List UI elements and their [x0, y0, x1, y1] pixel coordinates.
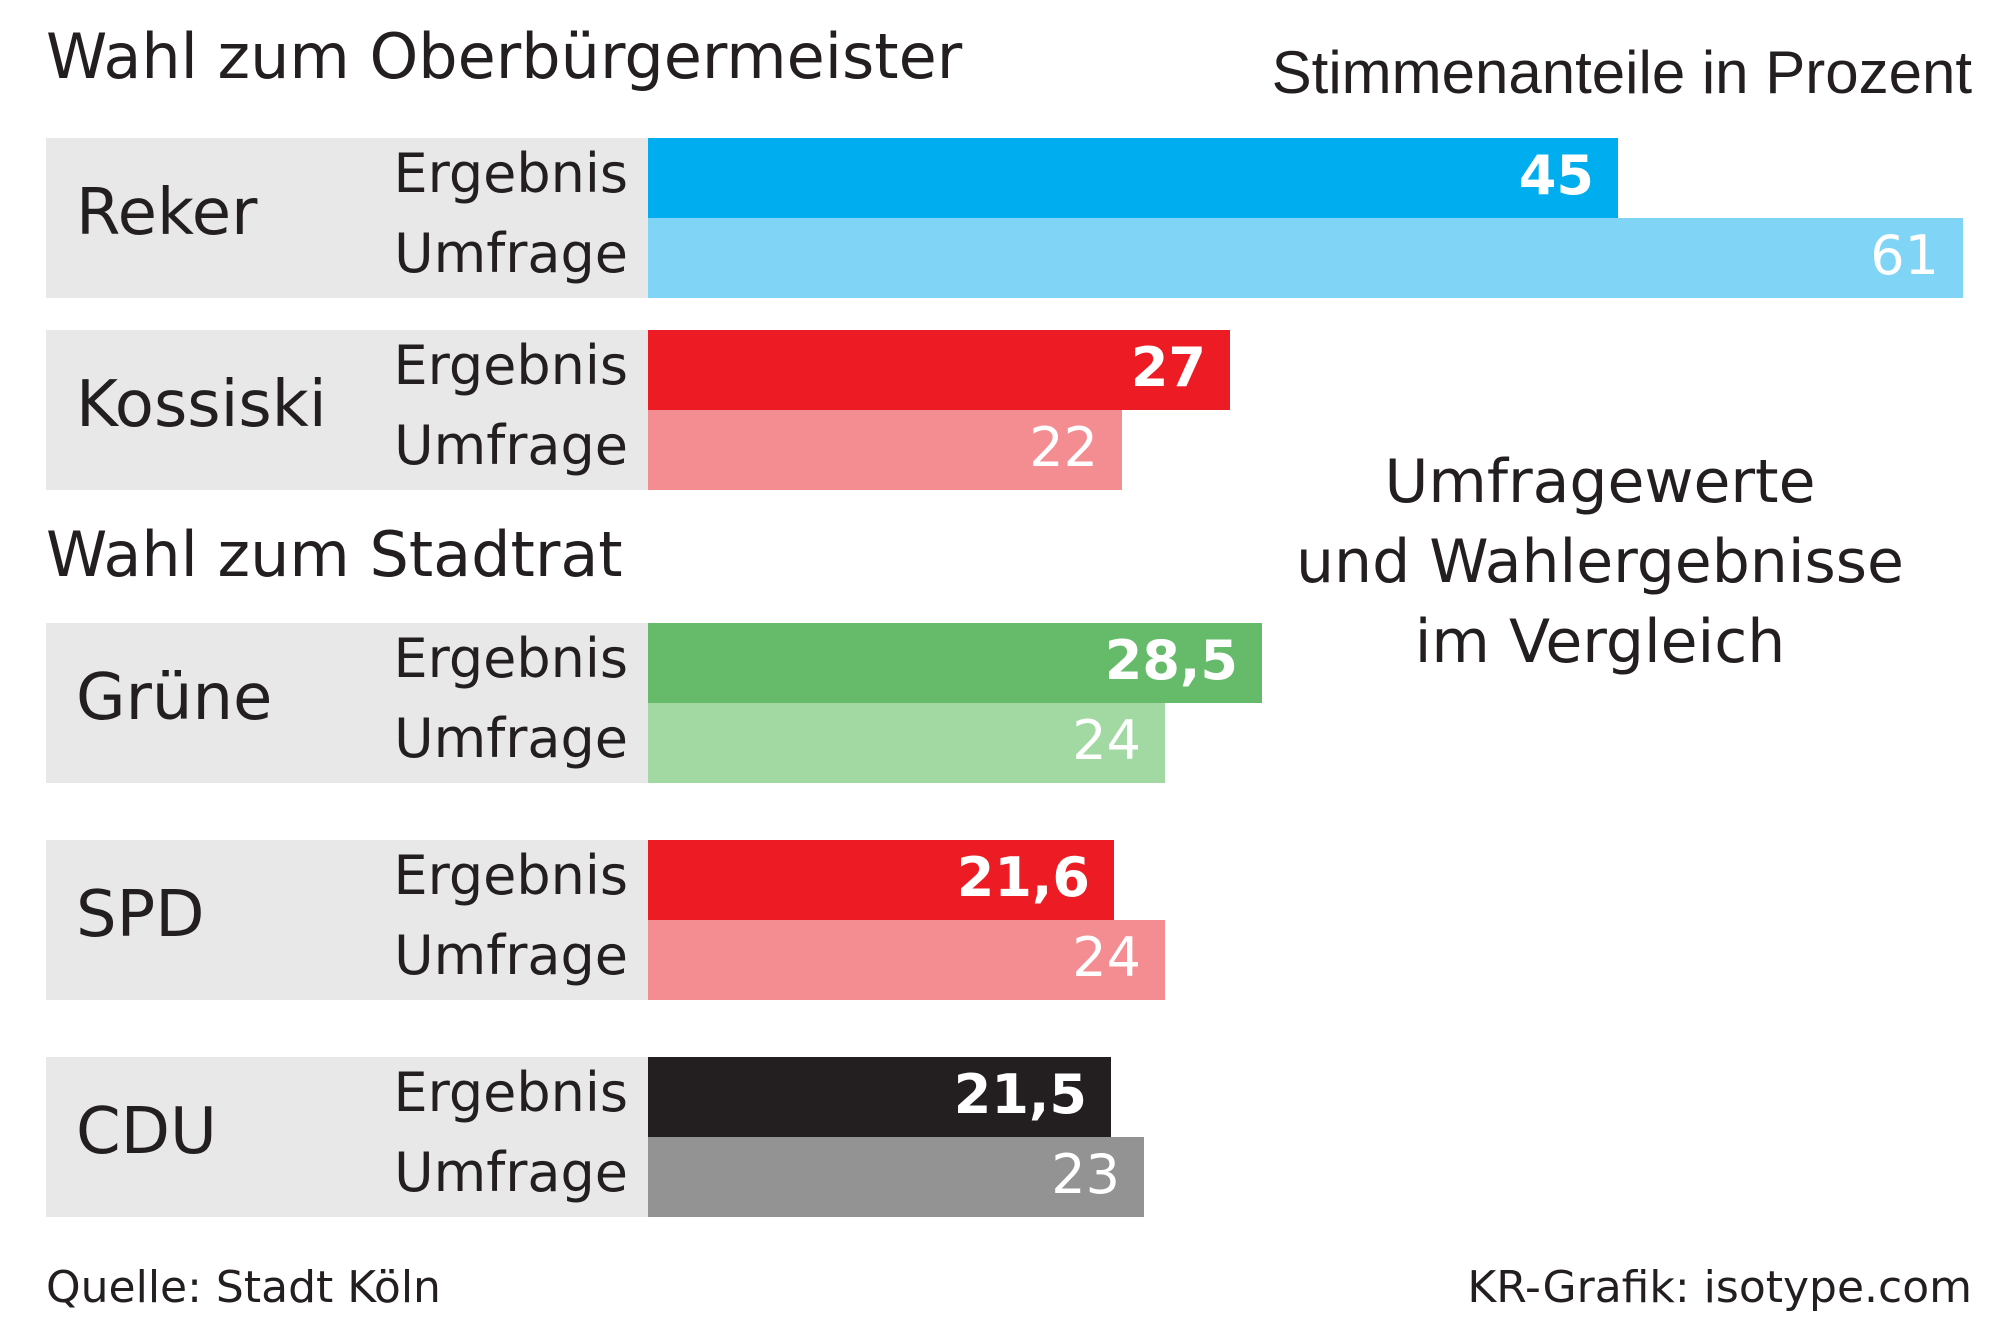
group-band-gr-ne [46, 623, 648, 783]
row-label-kossiski-umfrage: Umfrage [394, 414, 628, 477]
category-label-reker: Reker [76, 176, 258, 250]
category-label-kossiski: Kossiski [76, 368, 327, 442]
data-label-kossiski-umfrage: 22 [1029, 416, 1098, 479]
bar-gr-ne-umfrage [648, 703, 1165, 783]
group-band-spd [46, 840, 648, 1000]
bar-cdu-umfrage [648, 1137, 1144, 1217]
row-label-cdu-ergebnis: Ergebnis [393, 1061, 628, 1124]
row-label-spd-umfrage: Umfrage [394, 924, 628, 987]
row-label-spd-ergebnis: Ergebnis [393, 844, 628, 907]
category-label-spd: SPD [76, 878, 205, 952]
row-label-reker-ergebnis: Ergebnis [393, 142, 628, 205]
data-label-reker-umfrage: 61 [1870, 224, 1939, 287]
bar-spd-umfrage [648, 920, 1165, 1000]
bar-spd-ergebnis [648, 840, 1114, 920]
data-label-reker-ergebnis: 45 [1518, 144, 1594, 207]
group-band-kossiski [46, 330, 648, 490]
headline-line-1: Umfragewerte [1384, 447, 1816, 517]
data-label-gr-ne-ergebnis: 28,5 [1104, 629, 1238, 692]
headline: Umfragewerte und Wahlergebnisse im Vergl… [1240, 442, 1960, 682]
bar-gr-ne-ergebnis [648, 623, 1262, 703]
headline-line-2: und Wahlergebnisse [1296, 527, 1904, 597]
data-label-spd-ergebnis: 21,6 [956, 846, 1090, 909]
row-label-kossiski-ergebnis: Ergebnis [393, 334, 628, 397]
bar-cdu-ergebnis [648, 1057, 1111, 1137]
credit-note: KR-Grafik: isotype.com [1467, 1262, 1972, 1313]
row-label-gr-ne-ergebnis: Ergebnis [393, 627, 628, 690]
row-label-cdu-umfrage: Umfrage [394, 1141, 628, 1204]
section-title-mayor: Wahl zum Oberbürgermeister [46, 20, 963, 93]
row-label-reker-umfrage: Umfrage [394, 222, 628, 285]
group-band-cdu [46, 1057, 648, 1217]
bar-reker-ergebnis [648, 138, 1618, 218]
data-label-spd-umfrage: 24 [1072, 926, 1141, 989]
row-label-gr-ne-umfrage: Umfrage [394, 707, 628, 770]
data-label-kossiski-ergebnis: 27 [1130, 336, 1206, 399]
category-label-cdu: CDU [76, 1095, 217, 1169]
bar-reker-umfrage [648, 218, 1963, 298]
headline-line-3: im Vergleich [1414, 607, 1786, 677]
data-label-cdu-umfrage: 23 [1051, 1143, 1120, 1206]
source-note: Quelle: Stadt Köln [46, 1262, 441, 1313]
bar-kossiski-umfrage [648, 410, 1122, 490]
bar-kossiski-ergebnis [648, 330, 1230, 410]
section-title-council: Wahl zum Stadtrat [46, 518, 623, 591]
data-label-cdu-ergebnis: 21,5 [953, 1063, 1087, 1126]
chart-subtitle: Stimmenanteile in Prozent [1271, 39, 1972, 106]
category-label-gr-ne: Grüne [76, 661, 273, 735]
data-label-gr-ne-umfrage: 24 [1072, 709, 1141, 772]
group-band-reker [46, 138, 648, 298]
